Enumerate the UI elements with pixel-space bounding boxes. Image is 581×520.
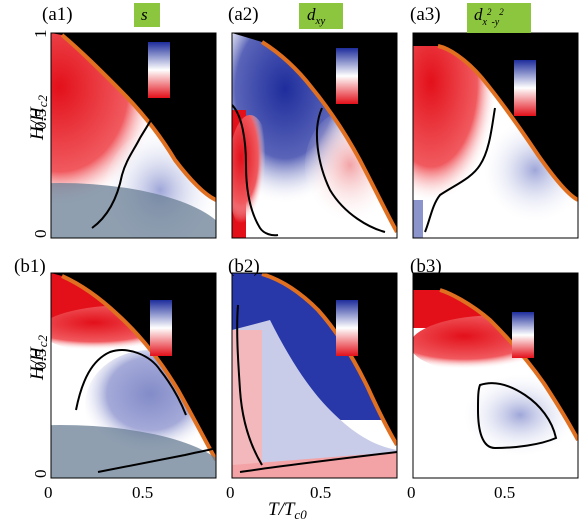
colorbar-b2: 0.02 0 -0.02 — [336, 300, 391, 359]
panel-b3 — [413, 273, 578, 478]
colorbar-a1-min: -0.01 — [172, 83, 205, 100]
panel-b1 — [51, 273, 216, 478]
colorbar-b3-min: -0.02 — [534, 349, 567, 366]
colorbar-b2-min: -0.02 — [358, 342, 391, 359]
y-tick-0-top: 0 — [31, 230, 50, 239]
colorbar-b2-max: 0.02 — [362, 303, 390, 320]
panel-label-b2: (b2) — [228, 256, 260, 277]
colorbar-b3-max: 0.02 — [538, 315, 566, 332]
y-axis-label-bottom: H/Hc2 — [27, 334, 50, 381]
panel-a1 — [51, 33, 216, 238]
x-tick-0-b1: 0 — [44, 483, 53, 502]
colorbar-b1-min: -0.02 — [174, 342, 207, 359]
tag-a2: dxy — [299, 3, 343, 29]
colorbar-b1-zero: 0 — [180, 323, 188, 340]
colorbar-a3-min: -0.01 — [536, 101, 569, 118]
panel-a2 — [232, 33, 397, 238]
tag-a3: dx2-y2 — [467, 3, 531, 33]
colorbar-b1-max: 0.02 — [178, 303, 206, 320]
colorbar-a3-max: 0.01 — [540, 62, 568, 79]
tag-a1-text: s — [141, 5, 148, 24]
panel-frames — [50, 32, 579, 479]
x-tick-05-b3: 0.5 — [494, 483, 515, 502]
x-axis-label: T/Tc0 — [268, 499, 307, 520]
panel-label-b3: (b3) — [410, 256, 442, 277]
y-tick-0-bottom: 0 — [31, 470, 50, 479]
x-axis: 0 0.5 0 0.5 0 0.5 — [44, 483, 515, 502]
x-tick-0-b3: 0 — [407, 483, 416, 502]
colorbar-a1-max: 0.01 — [176, 44, 204, 61]
colorbar-b2-zero: 0 — [364, 323, 372, 340]
colorbar-a3-zero: 0 — [542, 82, 550, 99]
colorbar-a1-zero: 0 — [178, 64, 186, 81]
colorbar-a3: 0.01 0 -0.01 — [514, 60, 569, 118]
colorbar-b3-zero: 0 — [540, 332, 548, 349]
x-tick-0-b2: 0 — [226, 483, 235, 502]
colorbar-b1: 0.02 0 -0.02 — [150, 300, 207, 359]
colorbar-a1: 0.01 0 -0.01 — [148, 42, 205, 100]
panel-label-a3: (a3) — [410, 4, 441, 25]
tag-a1: s — [134, 3, 160, 27]
panel-label-b1: (b1) — [14, 256, 46, 277]
panel-label-a1: (a1) — [42, 4, 73, 25]
colorbar-a2-min: -0.01 — [358, 89, 391, 106]
colorbar-a2-max: 0.01 — [362, 50, 390, 67]
panel-label-a2: (a2) — [228, 4, 259, 25]
y-tick-05-top: 0.5 — [31, 109, 50, 130]
y-axis-label-top: H/Hc2 — [27, 94, 50, 141]
y-tick-05-bottom: 0.5 — [31, 349, 50, 370]
colorbar-a2-zero: 0 — [364, 70, 372, 87]
x-tick-05-b2: 0.5 — [310, 483, 331, 502]
colorbar-a2: 0.01 0 -0.01 — [336, 48, 391, 106]
y-axis-top: 1 0.5 0 — [31, 30, 50, 239]
y-axis-bottom: 0.5 0 — [31, 349, 50, 478]
x-tick-05-b1: 0.5 — [132, 483, 153, 502]
y-tick-1-top: 1 — [31, 30, 50, 39]
panel-a3 — [413, 33, 578, 238]
colorbar-b3: 0.02 0 -0.02 — [512, 312, 567, 366]
